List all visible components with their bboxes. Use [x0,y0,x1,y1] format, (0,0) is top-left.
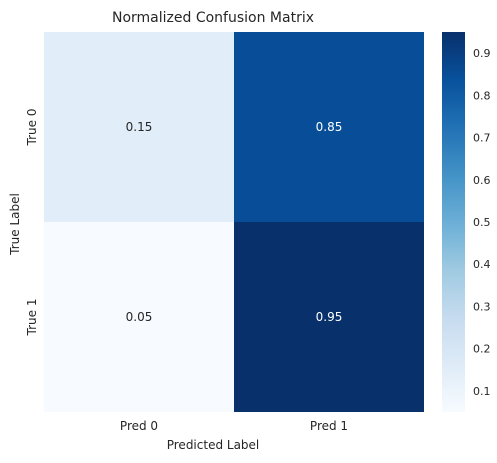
chart-title: Normalized Confusion Matrix [112,10,314,26]
colorbar-tick-label: 0.2 [473,343,491,356]
colorbar-tick-label: 0.8 [473,89,491,102]
colorbar-tick-label: 0.9 [473,47,491,60]
colorbar-tick-label: 0.5 [473,216,491,229]
colorbar-tick-label: 0.1 [473,385,491,398]
y-axis-label: True Label [8,193,22,256]
y-tick-labels: True 0 True 1 [25,109,39,337]
y-tick-label: True 1 [25,299,39,337]
cell-labels: 0.15 0.85 0.05 0.95 [126,120,343,324]
heatmap-cell-r0-c1 [234,32,424,222]
x-axis-label: Predicted Label [167,438,260,452]
heatmap-cells [44,32,424,412]
colorbar [442,32,465,412]
colorbar-tick-label: 0.7 [473,132,491,145]
colorbar-tick-label: 0.4 [473,258,491,271]
x-tick-label: Pred 1 [310,419,348,433]
heatmap-cell-r1-c0 [44,222,234,412]
heatmap-cell-r0-c0 [44,32,234,222]
colorbar-tick-labels: 0.1 0.2 0.3 0.4 0.5 0.6 0.7 0.8 0.9 [473,47,491,398]
cell-value-label: 0.85 [316,120,343,134]
cell-value-label: 0.15 [126,120,153,134]
y-tick-label: True 0 [25,109,39,147]
colorbar-tick-label: 0.6 [473,174,491,187]
colorbar-tick-label: 0.3 [473,300,491,313]
x-tick-labels: Pred 0 Pred 1 [120,419,348,433]
cell-value-label: 0.05 [126,310,153,324]
cell-value-label: 0.95 [316,310,343,324]
heatmap-cell-r1-c1 [234,222,424,412]
x-tick-label: Pred 0 [120,419,158,433]
